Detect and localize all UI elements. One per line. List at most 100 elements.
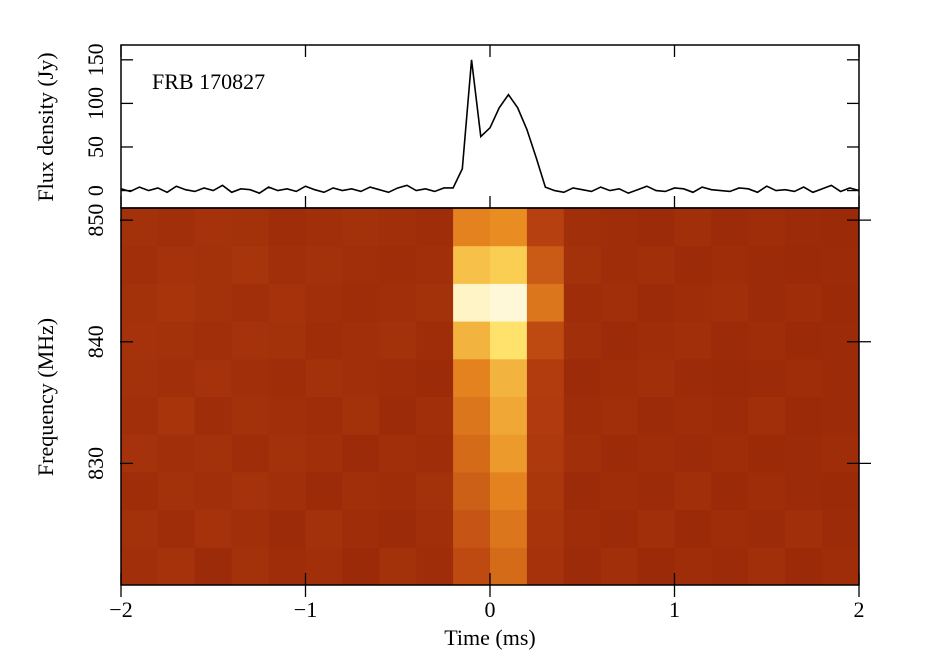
heatmap-cell <box>526 509 565 548</box>
heatmap-cell <box>822 471 860 511</box>
heatmap-cell <box>822 547 860 586</box>
heatmap-cell <box>194 358 233 397</box>
heatmap-cell <box>711 434 749 473</box>
heatmap-cell <box>674 358 712 397</box>
heatmap-cell <box>563 245 602 284</box>
heatmap-cell <box>121 358 159 397</box>
heatmap-cell <box>637 509 675 548</box>
heatmap-cell <box>711 547 749 586</box>
heatmap-cell <box>342 358 380 397</box>
heatmap-cell <box>379 321 417 360</box>
heatmap-cell <box>379 283 417 322</box>
heatmap-cell <box>121 245 159 284</box>
heatmap-cell <box>121 396 159 435</box>
y-tick-label: 150 <box>83 43 108 76</box>
heatmap-cell <box>453 283 491 322</box>
heatmap-cell <box>526 208 565 247</box>
heatmap-cell <box>305 358 343 397</box>
heatmap-cell <box>157 396 196 435</box>
heatmap-cell <box>157 283 196 322</box>
heatmap-cell <box>342 471 380 511</box>
heatmap-cell <box>637 471 675 511</box>
heatmap-cell <box>490 245 528 284</box>
heatmap-cell <box>785 358 823 397</box>
heatmap-cell <box>231 283 270 322</box>
heatmap-cell <box>637 283 675 322</box>
heatmap-cell <box>490 471 528 511</box>
heatmap-cell <box>194 321 233 360</box>
heatmap-cell <box>600 358 639 397</box>
heatmap-cell <box>342 509 380 548</box>
heatmap-cell <box>822 509 860 548</box>
heatmap-cell <box>711 509 749 548</box>
heatmap-cell <box>305 396 343 435</box>
x-axis-label: Time (ms) <box>444 625 535 650</box>
heatmap-cell <box>268 283 306 322</box>
heatmap-cell <box>416 509 454 548</box>
heatmap-cell <box>121 434 159 473</box>
heatmap-cell <box>121 208 159 247</box>
heatmap-cell <box>748 509 786 548</box>
heatmap-cell <box>194 434 233 473</box>
y-axis-label: Flux density (Jy) <box>33 52 58 201</box>
y-tick-label: 50 <box>83 136 108 158</box>
annotation: FRB 170827 <box>152 69 265 94</box>
heatmap-cell <box>231 434 270 473</box>
heatmap-cell <box>157 509 196 548</box>
heatmap-cell <box>157 434 196 473</box>
heatmap-cell <box>342 208 380 247</box>
heatmap-cell <box>231 396 270 435</box>
heatmap-cell <box>157 208 196 247</box>
heatmap-cell <box>268 358 306 397</box>
heatmap-cell <box>453 396 491 435</box>
heatmap-cell <box>305 245 343 284</box>
heatmap-cell <box>416 471 454 511</box>
heatmap-cell <box>416 208 454 247</box>
heatmap-cell <box>490 547 528 586</box>
y-tick-label: 100 <box>83 87 108 120</box>
x-tick-label: −1 <box>294 597 317 622</box>
heatmap-cell <box>453 208 491 247</box>
heatmap-cell <box>563 208 602 247</box>
heatmap-cell <box>748 245 786 284</box>
heatmap-cell <box>822 283 860 322</box>
heatmap-cell <box>453 245 491 284</box>
heatmap-cell <box>157 321 196 360</box>
heatmap-cell <box>748 434 786 473</box>
heatmap-cell <box>748 547 786 586</box>
line-panel: 0 50 100 150 <box>83 43 860 209</box>
heatmap-cell <box>563 358 602 397</box>
heatmap-cell <box>600 509 639 548</box>
heatmap-cell <box>674 434 712 473</box>
heatmap-cell <box>674 245 712 284</box>
heatmap-cell <box>453 509 491 548</box>
heatmap-cell <box>157 547 196 586</box>
heatmap-cell <box>231 208 270 247</box>
heatmap-cell <box>637 358 675 397</box>
heatmap-cell <box>121 547 159 586</box>
heatmap-cell <box>748 283 786 322</box>
heatmap-cell <box>600 321 639 360</box>
heatmap-cell <box>785 471 823 511</box>
x-tick-label: −2 <box>109 597 132 622</box>
heatmap-cell <box>563 283 602 322</box>
heatmap-cell <box>563 396 602 435</box>
heatmap-cell <box>490 321 528 360</box>
heatmap-cell <box>674 321 712 360</box>
heatmap-cell <box>637 321 675 360</box>
heatmap-cell <box>711 245 749 284</box>
heatmap-cell <box>268 509 306 548</box>
heatmap-cell <box>785 283 823 322</box>
heatmap-cell <box>563 434 602 473</box>
x-tick-label: 2 <box>854 597 865 622</box>
heatmap-cell <box>268 471 306 511</box>
heatmap-cell <box>711 208 749 247</box>
heatmap-cell <box>416 283 454 322</box>
heatmap-cell <box>305 471 343 511</box>
heatmap-cell <box>711 358 749 397</box>
heatmap-cell <box>526 321 565 360</box>
heatmap-cell <box>231 245 270 284</box>
heatmap-cell <box>785 245 823 284</box>
heatmap-cell <box>305 321 343 360</box>
